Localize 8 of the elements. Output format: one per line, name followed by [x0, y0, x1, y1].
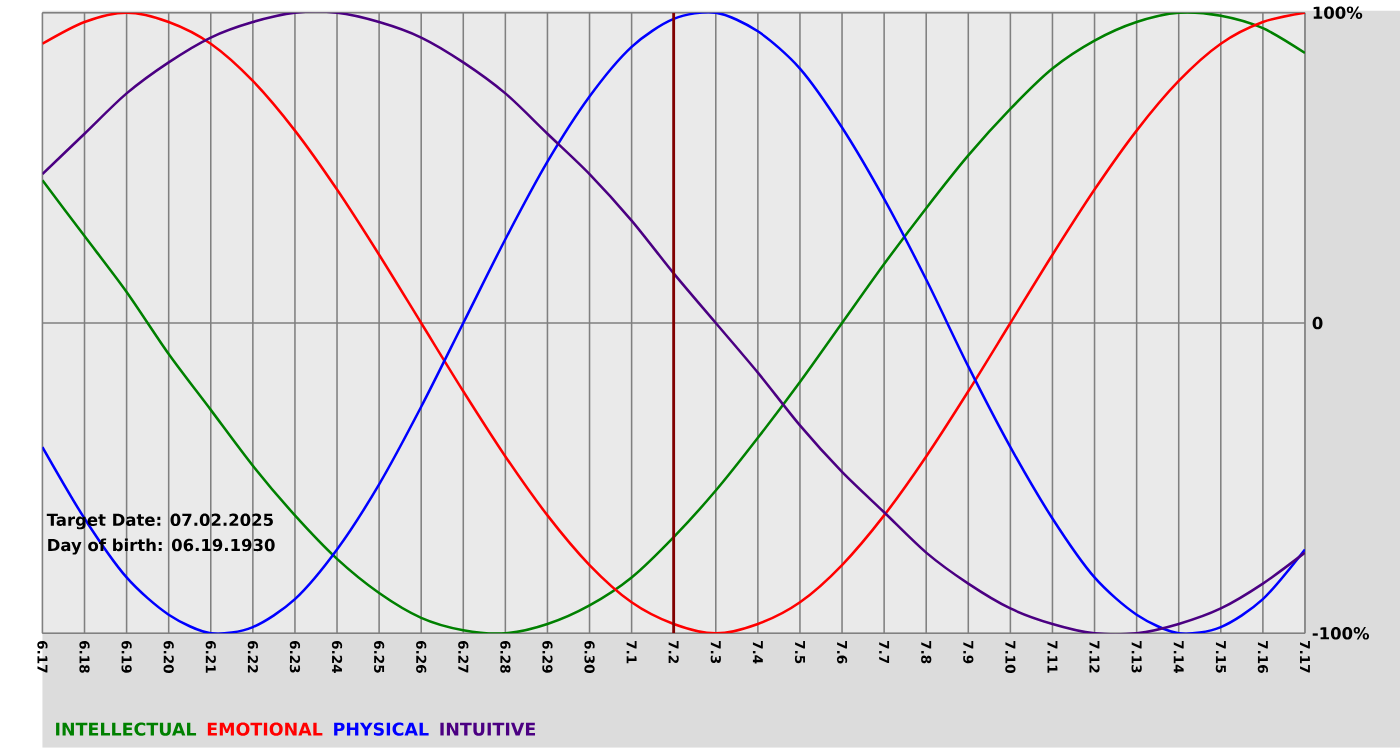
y-tick-label: -100% [1312, 627, 1370, 640]
text: PHYSICAL [334, 722, 429, 736]
text: INTELLECTUAL [56, 722, 197, 736]
text: EMOTIONAL [207, 722, 323, 736]
y-tick-label: 0 [1312, 316, 1323, 330]
y-tick-label: 100% [1313, 6, 1363, 20]
text: INTUITIVE [440, 722, 535, 736]
line-series [42, 12, 1305, 634]
